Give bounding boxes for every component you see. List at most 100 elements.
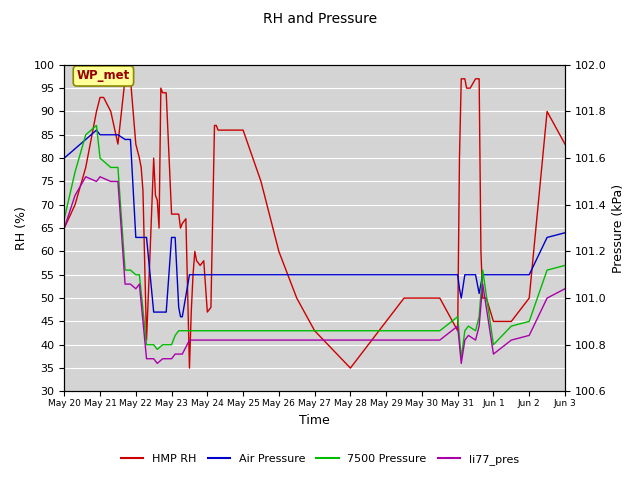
HMP RH [121,76,129,82]
7500 Pressure [458,356,465,361]
7500 Pressure [163,342,170,348]
7500 Pressure [204,328,211,334]
7500 Pressure [150,342,157,348]
Air Pressure [114,132,122,138]
Air Pressure [454,272,461,277]
Air Pressure [456,286,463,292]
Line: li77_pres: li77_pres [64,177,565,363]
7500 Pressure [436,328,444,334]
li77_pres [163,356,170,361]
Air Pressure [150,309,157,315]
li77_pres [172,351,179,357]
li77_pres [561,286,569,292]
li77_pres [461,337,468,343]
li77_pres [143,356,150,361]
Air Pressure [172,235,179,240]
7500 Pressure [479,267,486,273]
Air Pressure [458,295,465,301]
7500 Pressure [121,267,129,273]
7500 Pressure [159,342,166,348]
Line: 7500 Pressure: 7500 Pressure [64,125,565,359]
7500 Pressure [172,333,179,338]
li77_pres [96,174,104,180]
Air Pressure [461,272,468,277]
li77_pres [186,337,193,343]
HMP RH [490,319,497,324]
Air Pressure [107,132,115,138]
li77_pres [71,192,79,198]
7500 Pressure [186,328,193,334]
Air Pressure [136,235,143,240]
Text: WP_met: WP_met [77,70,130,83]
Air Pressure [543,235,551,240]
Air Pressure [71,146,79,152]
Y-axis label: RH (%): RH (%) [15,206,28,250]
Air Pressure [561,230,569,236]
Air Pressure [175,304,182,310]
li77_pres [346,337,354,343]
li77_pres [82,174,90,180]
7500 Pressure [96,155,104,161]
li77_pres [189,337,197,343]
7500 Pressure [221,328,229,334]
7500 Pressure [136,272,143,277]
Air Pressure [472,272,479,277]
7500 Pressure [179,328,186,334]
Air Pressure [143,235,150,240]
7500 Pressure [561,263,569,268]
Air Pressure [239,272,247,277]
7500 Pressure [82,132,90,138]
li77_pres [154,360,161,366]
li77_pres [508,337,515,343]
Air Pressure [189,272,197,277]
li77_pres [476,323,483,329]
HMP RH [239,127,247,133]
7500 Pressure [461,328,468,334]
HMP RH [60,225,68,231]
Air Pressure [154,309,161,315]
Air Pressure [179,314,186,320]
Air Pressure [82,137,90,143]
7500 Pressure [71,169,79,175]
Air Pressure [132,235,140,240]
7500 Pressure [543,267,551,273]
li77_pres [479,281,486,287]
X-axis label: Time: Time [300,414,330,427]
Air Pressure [96,132,104,138]
HMP RH [173,211,180,217]
7500 Pressure [196,328,204,334]
li77_pres [168,356,175,361]
Line: Air Pressure: Air Pressure [64,130,565,317]
li77_pres [179,351,186,357]
7500 Pressure [382,328,390,334]
li77_pres [490,351,497,357]
li77_pres [465,333,472,338]
Legend: HMP RH, Air Pressure, 7500 Pressure, li77_pres: HMP RH, Air Pressure, 7500 Pressure, li7… [116,450,524,469]
li77_pres [418,337,426,343]
li77_pres [275,337,283,343]
li77_pres [132,286,140,292]
li77_pres [159,356,166,361]
HMP RH [561,141,569,147]
7500 Pressure [107,165,115,170]
li77_pres [543,295,551,301]
li77_pres [436,337,444,343]
Air Pressure [508,272,515,277]
Air Pressure [436,272,444,277]
Air Pressure [490,272,497,277]
7500 Pressure [127,267,134,273]
li77_pres [127,281,134,287]
7500 Pressure [476,314,483,320]
Air Pressure [346,272,354,277]
7500 Pressure [346,328,354,334]
7500 Pressure [154,347,161,352]
Air Pressure [525,272,533,277]
Air Pressure [196,272,204,277]
Air Pressure [60,155,68,161]
li77_pres [107,179,115,184]
7500 Pressure [60,216,68,222]
li77_pres [150,356,157,361]
7500 Pressure [168,342,175,348]
Air Pressure [186,272,193,277]
HMP RH [186,365,193,371]
